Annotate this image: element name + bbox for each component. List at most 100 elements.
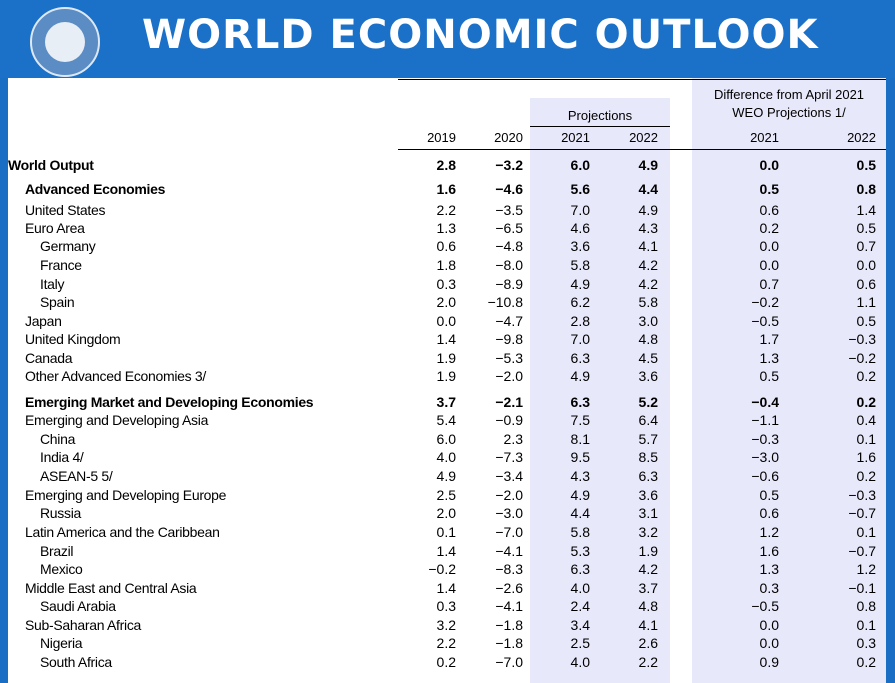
row-value: 4.9 — [638, 202, 658, 218]
row-value: 6.3 — [638, 468, 658, 484]
row-value: 8.1 — [570, 431, 590, 447]
row-value: 1.7 — [759, 331, 779, 347]
row-value: −0.4 — [751, 394, 779, 410]
row-value: 3.7 — [638, 580, 658, 596]
projections-rule — [530, 126, 670, 127]
row-value: 0.5 — [856, 313, 876, 329]
row-value: 0.5 — [856, 220, 876, 236]
row-value: 0.0 — [759, 617, 779, 633]
row-value: −0.3 — [751, 431, 779, 447]
table-row: China 6.0 2.3 8.1 5.7 −0.3 0.1 — [8, 431, 886, 449]
row-value: −0.9 — [495, 412, 523, 428]
row-value: 5.4 — [436, 412, 456, 428]
page-title: WORLD ECONOMIC OUTLOOK — [142, 12, 819, 58]
table-row: Emerging and Developing Europe 2.5 −2.0 4.9… — [8, 487, 886, 505]
row-label: Other Advanced Economies 3/ — [25, 368, 207, 384]
row-value: 1.6 — [856, 449, 876, 465]
row-value: 4.9 — [570, 368, 590, 384]
table-row: United Kingdom 1.4 −9.8 7.0 4.8 1.7 −0.3 — [8, 331, 886, 349]
row-value: −7.0 — [495, 654, 523, 670]
row-value: 4.4 — [638, 181, 658, 197]
row-value: 5.8 — [570, 524, 590, 540]
row-value: 0.7 — [856, 238, 876, 254]
row-value: −4.7 — [495, 313, 523, 329]
row-label: Russia — [40, 505, 81, 521]
row-value: −4.1 — [495, 598, 523, 614]
row-value: 0.7 — [759, 276, 779, 292]
row-value: −8.3 — [495, 561, 523, 577]
row-value: 1.4 — [436, 580, 456, 596]
row-value: 4.2 — [638, 257, 658, 273]
row-value: 2.8 — [570, 313, 590, 329]
row-label: United States — [25, 202, 106, 218]
table-row: Other Advanced Economies 3/1.9 −2.0 4.9 3.6… — [8, 368, 886, 386]
difference-shade — [692, 78, 886, 683]
row-value: 0.4 — [856, 412, 876, 428]
header-banner: WORLD ECONOMIC OUTLOOK — [0, 0, 895, 78]
row-label: Middle East and Central Asia — [25, 580, 197, 596]
row-value: 0.5 — [759, 487, 779, 503]
row-value: −0.3 — [848, 487, 876, 503]
row-value: 0.0 — [759, 635, 779, 651]
row-value: −0.2 — [428, 561, 456, 577]
row-value: 4.8 — [638, 598, 658, 614]
row-value: −8.0 — [495, 257, 523, 273]
row-value: 4.9 — [570, 276, 590, 292]
row-value: −7.0 — [495, 524, 523, 540]
row-value: −1.8 — [495, 635, 523, 651]
table-row: South Africa 0.2 −7.0 4.0 2.2 0.9 0.2 — [8, 654, 886, 672]
row-value: 4.9 — [570, 487, 590, 503]
row-value: 3.2 — [436, 617, 456, 633]
table-row: Emerging and Developing Asia 5.4 −0.9 7.5 6.… — [8, 412, 886, 430]
row-value: 3.7 — [436, 394, 456, 410]
row-value: 1.4 — [436, 543, 456, 559]
row-value: 0.1 — [436, 524, 456, 540]
row-value: 6.3 — [570, 350, 590, 366]
row-value: 2.6 — [638, 635, 658, 651]
row-value: −2.0 — [495, 487, 523, 503]
column-header: 2022 — [629, 130, 658, 145]
table-row: Germany 0.6 −4.8 3.6 4.1 0.0 0.7 — [8, 238, 886, 256]
row-value: 2.2 — [638, 654, 658, 670]
row-value: 3.6 — [638, 368, 658, 384]
row-value: −0.2 — [848, 350, 876, 366]
table-row: Japan 0.0 −4.7 2.8 3.0 −0.5 0.5 — [8, 313, 886, 331]
row-value: 7.5 — [570, 412, 590, 428]
header-rule — [398, 149, 886, 150]
row-value: 5.6 — [570, 181, 590, 197]
row-value: −6.5 — [495, 220, 523, 236]
table-row: Nigeria 2.2 −1.8 2.5 2.6 0.0 0.3 — [8, 635, 886, 653]
row-value: 0.3 — [436, 598, 456, 614]
row-value: −0.2 — [751, 294, 779, 310]
row-label: Sub-Saharan Africa — [25, 617, 142, 633]
row-value: 5.8 — [570, 257, 590, 273]
row-label: United Kingdom — [25, 331, 121, 347]
row-value: 1.2 — [759, 524, 779, 540]
row-value: 4.2 — [638, 276, 658, 292]
row-value: 0.3 — [759, 580, 779, 596]
row-value: 0.0 — [436, 313, 456, 329]
row-value: 6.3 — [570, 394, 590, 410]
projections-shade — [530, 98, 670, 683]
row-value: 0.1 — [856, 431, 876, 447]
row-value: −4.1 — [495, 543, 523, 559]
row-value: −3.0 — [751, 449, 779, 465]
table-row: World Output 2.8 −3.2 6.0 4.9 0.0 0.5 — [8, 157, 886, 175]
row-label: Advanced Economies — [25, 181, 166, 197]
row-value: 0.6 — [856, 276, 876, 292]
row-value: 5.7 — [638, 431, 658, 447]
row-value: 0.3 — [856, 635, 876, 651]
row-value: −2.0 — [495, 368, 523, 384]
globe-icon — [45, 22, 85, 62]
row-value: −0.6 — [751, 468, 779, 484]
row-value: 7.0 — [570, 202, 590, 218]
row-value: 0.1 — [856, 617, 876, 633]
row-value: 4.2 — [638, 561, 658, 577]
row-value: 6.0 — [570, 157, 590, 173]
row-label: South Africa — [40, 654, 112, 670]
row-value: 1.4 — [856, 202, 876, 218]
column-header: 2022 — [847, 130, 876, 145]
row-label: France — [40, 257, 82, 273]
table-row: Russia 2.0 −3.0 4.4 3.1 0.6 −0.7 — [8, 505, 886, 523]
row-value: 0.5 — [759, 368, 779, 384]
